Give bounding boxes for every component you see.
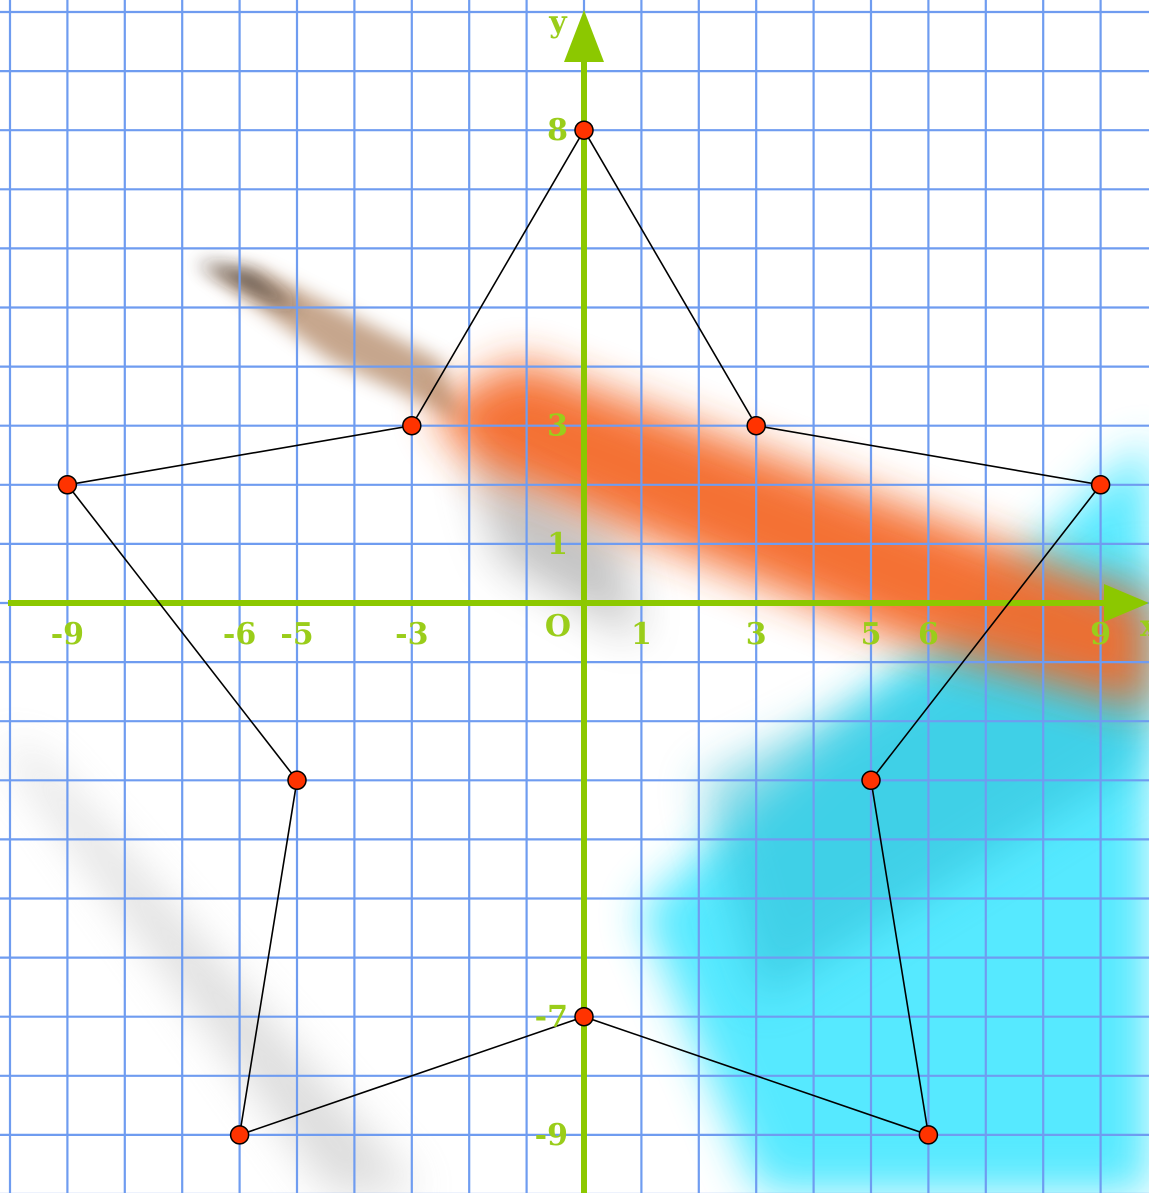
x-tick-label: -9 (51, 617, 84, 652)
star-polygon (57, 120, 1111, 1145)
x-tick-label: 5 (861, 617, 882, 652)
x-axis-name: x (1140, 609, 1149, 644)
y-tick-label: 8 (547, 113, 568, 148)
y-tick-label: -9 (535, 1118, 568, 1153)
y-tick-label: -7 (535, 1000, 568, 1035)
background-gray-streak (0, 740, 420, 1193)
star-vertex-point (57, 475, 78, 495)
x-tick-label: -6 (223, 617, 256, 652)
star-vertex-point (229, 1125, 250, 1145)
star-vertex-point (287, 770, 307, 791)
y-tick-label: 3 (547, 409, 568, 444)
x-tick-label: 6 (918, 617, 939, 652)
x-tick-label: -5 (280, 617, 313, 652)
x-tick-label: -3 (395, 617, 428, 652)
star-vertex-point (1090, 475, 1111, 495)
x-axis-arrow-icon (1104, 584, 1149, 622)
star-vertex-point (402, 415, 422, 436)
y-tick-label: 1 (547, 527, 568, 562)
background-pencil-lead (195, 262, 300, 310)
origin-label: O (545, 609, 571, 644)
background-pencil-tip (200, 265, 460, 420)
axes (8, 10, 1149, 1193)
background-orange-shape (430, 360, 1149, 710)
star-vertex-point (574, 120, 594, 140)
star-vertex-point (861, 770, 881, 791)
background-pencil-image (0, 262, 1149, 1193)
star-vertex-point (746, 415, 766, 436)
x-tick-label: 9 (1090, 617, 1111, 652)
y-axis-name: y (548, 5, 568, 40)
axis-labels: -9 -6 -5 -3 1 3 5 6 9 8 3 1 -7 -9 Oy x (51, 5, 1149, 1153)
y-axis-arrow-icon (564, 10, 604, 62)
x-tick-label: 3 (746, 617, 767, 652)
background-dark-streak (470, 460, 640, 640)
star-vertex-point (918, 1125, 939, 1145)
x-tick-label: 1 (631, 617, 652, 652)
star-vertex-point (574, 1006, 594, 1027)
